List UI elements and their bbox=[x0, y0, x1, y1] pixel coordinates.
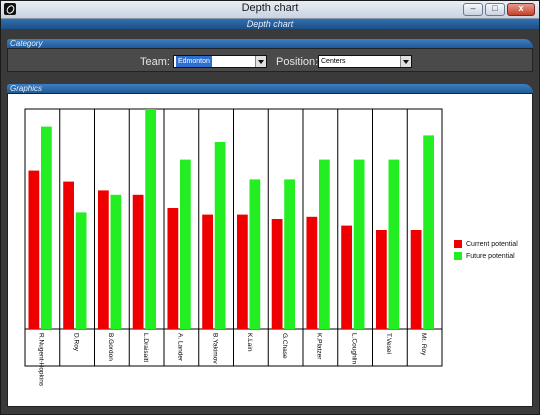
x-tick-label: D.Roy bbox=[72, 333, 79, 352]
bar-future-9 bbox=[318, 159, 330, 329]
bar-current-4 bbox=[132, 194, 144, 329]
bar-current-7 bbox=[236, 214, 248, 329]
bar-current-3 bbox=[97, 190, 109, 329]
maximize-icon: □ bbox=[492, 3, 498, 13]
bar-future-6 bbox=[214, 142, 226, 329]
legend-item-current: Current potential bbox=[454, 240, 518, 248]
x-tick-label: K.Lain bbox=[246, 333, 253, 352]
x-tick-label: G.Chase bbox=[281, 333, 288, 359]
title-bar: Depth chart – □ x bbox=[1, 1, 539, 19]
position-label: Position: bbox=[276, 56, 319, 68]
bar-future-2 bbox=[75, 212, 87, 329]
bar-future-1 bbox=[40, 126, 52, 329]
bar-current-11 bbox=[375, 230, 387, 329]
bar-future-3 bbox=[110, 194, 122, 329]
category-panel: Team: Edmonton Position: Centers bbox=[7, 48, 533, 72]
bar-current-6 bbox=[202, 214, 213, 329]
bar-current-9 bbox=[306, 216, 318, 329]
bar-future-4 bbox=[145, 109, 157, 329]
bar-current-1 bbox=[28, 170, 40, 329]
window-controls: – □ x bbox=[463, 3, 535, 16]
bar-future-7 bbox=[249, 179, 261, 329]
team-dropdown[interactable]: Edmonton bbox=[173, 55, 267, 68]
x-tick-label: L.Draisaitl bbox=[142, 333, 149, 362]
minimize-button[interactable]: – bbox=[463, 3, 483, 16]
bar-current-2 bbox=[63, 181, 74, 329]
x-tick-label: T.Vesel bbox=[385, 333, 392, 355]
maximize-button[interactable]: □ bbox=[485, 3, 505, 16]
bar-current-5 bbox=[167, 208, 179, 329]
graphics-panel: R.Nugent-Hopkins D.Roy B.Gordon L.Draisaitl… bbox=[7, 93, 533, 407]
chevron-down-icon[interactable] bbox=[400, 56, 411, 67]
legend-label-current: Current potential bbox=[466, 240, 518, 248]
chart-legend: Current potential Future potential bbox=[454, 240, 518, 264]
window-subtitle: Depth chart bbox=[1, 19, 539, 29]
bar-future-12 bbox=[423, 135, 435, 329]
close-icon: x bbox=[518, 3, 524, 13]
close-button[interactable]: x bbox=[507, 3, 535, 16]
x-tick-label: Mr. Roy bbox=[420, 333, 427, 356]
chevron-down-icon[interactable] bbox=[255, 56, 266, 67]
app-icon bbox=[4, 3, 16, 15]
position-dropdown[interactable]: Centers bbox=[318, 55, 412, 68]
bar-future-11 bbox=[388, 159, 400, 329]
x-tick-label: R.Nugent-Hopkins bbox=[38, 333, 45, 387]
depth-chart: R.Nugent-Hopkins D.Roy B.Gordon L.Draisaitl… bbox=[24, 108, 443, 387]
x-tick-label: B.Yakimov bbox=[211, 333, 218, 364]
bar-current-10 bbox=[341, 225, 352, 329]
legend-item-future: Future potential bbox=[454, 252, 518, 260]
team-dropdown-value: Edmonton bbox=[176, 56, 212, 67]
bar-future-8 bbox=[284, 179, 296, 329]
minimize-icon: – bbox=[470, 3, 476, 13]
category-section-header: Category bbox=[7, 39, 533, 48]
x-tick-label: L.Coughlin bbox=[350, 333, 357, 364]
bar-current-8 bbox=[271, 219, 283, 329]
x-tick-label: B.Gordon bbox=[107, 333, 114, 361]
bar-current-12 bbox=[410, 230, 422, 329]
window-title: Depth chart bbox=[241, 2, 299, 14]
position-dropdown-value: Centers bbox=[321, 58, 346, 65]
bar-future-5 bbox=[179, 159, 191, 329]
legend-label-future: Future potential bbox=[466, 252, 515, 260]
legend-swatch-current bbox=[454, 240, 462, 248]
team-label: Team: bbox=[140, 56, 170, 68]
legend-swatch-future bbox=[454, 252, 462, 260]
bar-future-10 bbox=[353, 159, 365, 329]
x-tick-label: A. Lander bbox=[177, 333, 184, 362]
x-tick-label: K.Platzer bbox=[316, 333, 323, 360]
graphics-section-header: Graphics bbox=[7, 84, 533, 93]
